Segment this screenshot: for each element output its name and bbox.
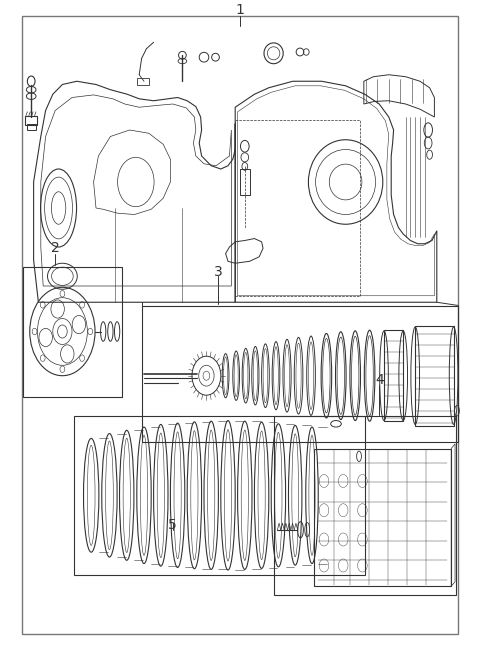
Text: 5: 5 <box>168 518 177 532</box>
Text: 3: 3 <box>214 265 223 279</box>
Text: 2: 2 <box>51 241 60 255</box>
Text: 1: 1 <box>236 3 244 17</box>
Text: 4: 4 <box>375 373 384 387</box>
Bar <box>235 120 360 296</box>
